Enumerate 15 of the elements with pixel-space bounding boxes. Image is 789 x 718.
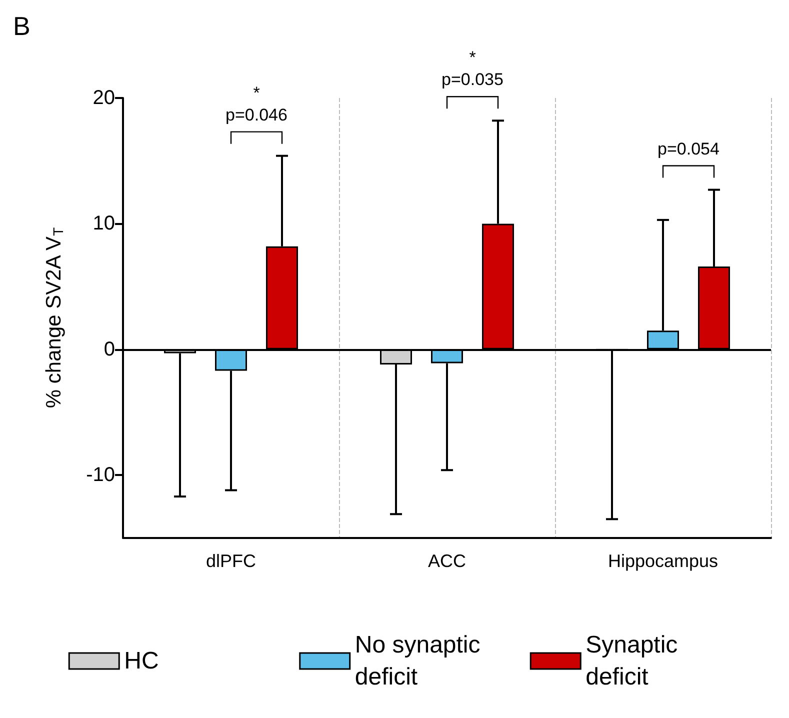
y-tick-label: -10 bbox=[86, 464, 115, 486]
legend-label: HC bbox=[124, 648, 159, 674]
chart-title: B bbox=[13, 11, 30, 41]
annotation: * p=0.046 bbox=[226, 83, 288, 124]
legend-label: Synaptic deficit bbox=[586, 632, 684, 690]
y-axis-title: % change SV2A VT bbox=[42, 226, 66, 408]
text: * p=0.035 bbox=[442, 48, 504, 90]
x-tick-label: dlPFC bbox=[206, 551, 256, 571]
x-tick-label: ACC bbox=[428, 551, 466, 571]
legend-label: No synaptic deficit bbox=[354, 632, 487, 690]
x-tick-label: Hippocampus bbox=[608, 551, 718, 571]
y-tick-label: 0 bbox=[104, 338, 115, 360]
y-tick-label: 20 bbox=[92, 87, 115, 109]
annotation: p=0.054 bbox=[658, 139, 720, 158]
y-tick-label: 10 bbox=[92, 212, 115, 235]
